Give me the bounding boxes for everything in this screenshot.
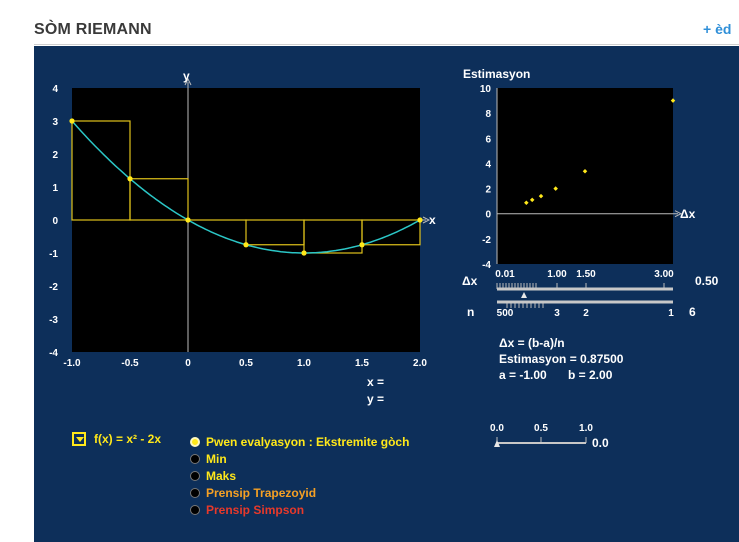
function-label: f(x) = x² - 2x bbox=[94, 432, 162, 446]
n-tick-label: 500 bbox=[497, 308, 514, 319]
sample-point bbox=[301, 250, 307, 256]
estimate-y-tick-label: -4 bbox=[482, 260, 491, 271]
method-option[interactable]: Pwen evalyasyon : Ekstremite gòch bbox=[190, 435, 409, 449]
method-option[interactable]: Prensip Simpson bbox=[190, 503, 304, 517]
zoom-tick-label: 0.0 bbox=[490, 423, 504, 434]
estimate-y-tick-label: -2 bbox=[482, 235, 491, 246]
estimate-y-tick-label: 4 bbox=[485, 159, 491, 170]
sample-point bbox=[185, 217, 191, 223]
estimate-y-tick-label: 8 bbox=[485, 109, 491, 120]
method-option[interactable]: Prensip Trapezoyid bbox=[190, 486, 316, 500]
radio-button[interactable] bbox=[190, 437, 200, 447]
a-value: a = -1.00 bbox=[499, 368, 547, 382]
x-tick-label: 2.0 bbox=[413, 358, 427, 369]
y-tick-label: 2 bbox=[52, 150, 58, 161]
y-tick-label: 1 bbox=[52, 183, 58, 194]
zoom-slider-value: 0.0 bbox=[592, 436, 609, 450]
x-tick-label: 0 bbox=[185, 358, 191, 369]
method-option-label: Pwen evalyasyon : Ekstremite gòch bbox=[206, 435, 410, 449]
radio-button[interactable] bbox=[190, 505, 200, 515]
x-tick-label: 0.5 bbox=[239, 358, 253, 369]
n-tick-label: 2 bbox=[583, 308, 589, 319]
method-option-label: Maks bbox=[206, 469, 237, 483]
estimate-y-tick-label: 10 bbox=[480, 84, 492, 95]
method-option-label: Prensip Trapezoyid bbox=[206, 486, 317, 500]
estimate-x-tick-label: 1.50 bbox=[576, 269, 596, 280]
radio-button[interactable] bbox=[190, 488, 200, 498]
sample-point bbox=[417, 217, 423, 223]
sample-point bbox=[69, 118, 75, 124]
dx-slider-label: Δx bbox=[462, 274, 478, 288]
x-tick-label: 1.0 bbox=[297, 358, 311, 369]
dx-slider-value: 0.50 bbox=[695, 274, 719, 288]
estimate-plot-area bbox=[497, 88, 673, 264]
estimate-x-tick-label: 3.00 bbox=[654, 269, 674, 280]
y-tick-label: -3 bbox=[49, 315, 58, 326]
y-tick-label: -1 bbox=[49, 249, 58, 260]
riemann-rectangle bbox=[129, 178, 189, 221]
sample-point bbox=[127, 176, 133, 182]
method-option-label: Min bbox=[206, 452, 227, 466]
header-divider bbox=[34, 44, 739, 45]
formula-text: Δx = (b-a)/n bbox=[499, 336, 565, 350]
n-tick-label: 1 bbox=[668, 308, 674, 319]
zoom-tick-label: 1.0 bbox=[579, 423, 593, 434]
page-title: SÒM RIEMANN bbox=[34, 21, 152, 38]
y-axis-arrow-icon bbox=[184, 77, 192, 86]
dropdown-arrow-icon[interactable] bbox=[72, 432, 86, 446]
zoom-slider-thumb[interactable] bbox=[494, 440, 500, 447]
estimate-y-tick-label: 6 bbox=[485, 134, 491, 145]
x-tick-label: -1.0 bbox=[63, 358, 81, 369]
header-bar: SÒM RIEMANN + èd bbox=[0, 0, 739, 46]
n-slider-label: n bbox=[467, 305, 474, 319]
b-value: b = 2.00 bbox=[568, 368, 613, 382]
x-axis-label: x bbox=[429, 213, 436, 227]
riemann-rectangle bbox=[71, 120, 131, 221]
n-slider-value: 6 bbox=[689, 305, 696, 319]
help-link[interactable]: + èd bbox=[703, 21, 732, 37]
radio-button[interactable] bbox=[190, 471, 200, 481]
estimate-x-tick-label: 1.00 bbox=[547, 269, 567, 280]
method-option[interactable]: Maks bbox=[190, 469, 236, 483]
function-selector[interactable]: f(x) = x² - 2x bbox=[72, 432, 161, 446]
estimate-x-arrow-icon bbox=[674, 210, 683, 218]
sample-point bbox=[359, 242, 365, 248]
x-tick-label: -0.5 bbox=[121, 358, 139, 369]
y-tick-label: 0 bbox=[52, 216, 58, 227]
zoom-tick-label: 0.5 bbox=[534, 423, 548, 434]
n-tick-label: 3 bbox=[554, 308, 560, 319]
method-option-label: Prensip Simpson bbox=[206, 503, 305, 517]
estimate-x-tick-label: 0.01 bbox=[495, 269, 515, 280]
riemann-rectangle bbox=[361, 219, 421, 246]
estimate-x-label: Δx bbox=[680, 207, 696, 221]
x-tick-label: 1.5 bbox=[355, 358, 369, 369]
sample-point bbox=[243, 242, 249, 248]
y-tick-label: 4 bbox=[52, 84, 58, 95]
estimate-title: Estimasyon bbox=[463, 67, 530, 81]
estimate-y-tick-label: 0 bbox=[485, 210, 491, 221]
y-axis-label: y bbox=[183, 69, 190, 83]
radio-button[interactable] bbox=[190, 454, 200, 464]
y-tick-label: -4 bbox=[49, 348, 58, 359]
y-tick-label: 3 bbox=[52, 117, 58, 128]
readout-x: x = bbox=[367, 375, 384, 389]
method-option[interactable]: Min bbox=[190, 452, 227, 466]
x-axis-arrow-icon bbox=[422, 216, 431, 224]
readout-y: y = bbox=[367, 392, 384, 406]
dx-slider-thumb[interactable] bbox=[521, 292, 527, 298]
estimate-y-tick-label: 2 bbox=[485, 185, 491, 196]
y-tick-label: -2 bbox=[49, 282, 58, 293]
estimate-text: Estimasyon = 0.87500 bbox=[499, 352, 624, 366]
